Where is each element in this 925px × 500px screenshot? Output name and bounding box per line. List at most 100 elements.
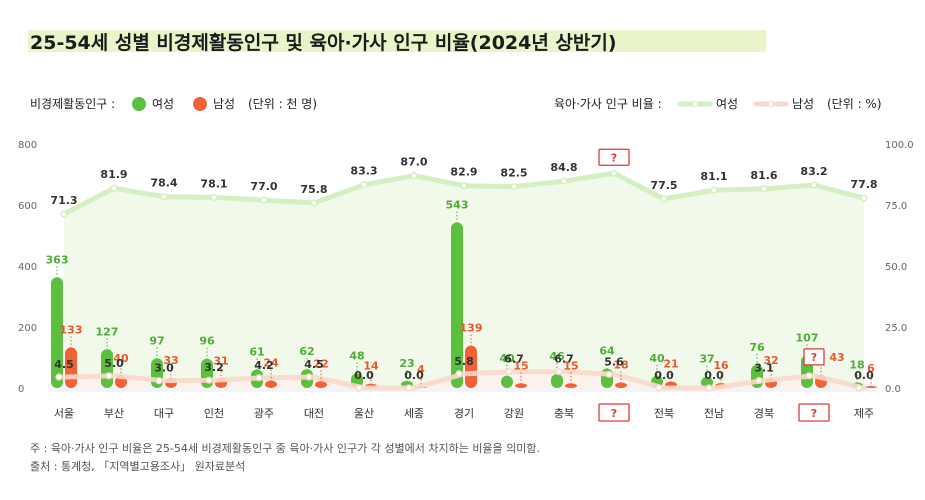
female-bar-label: 23 <box>399 357 414 370</box>
female-ratio-point <box>160 193 168 201</box>
left-axis-tick: 800 <box>18 140 37 151</box>
left-axis-tick: 600 <box>18 201 37 212</box>
female-ratio-label: 81.9 <box>100 168 127 181</box>
bar-male <box>465 345 477 388</box>
male-bar-label: 33 <box>163 354 178 367</box>
bar-female <box>51 277 63 388</box>
male-ratio-point <box>555 368 563 376</box>
plot-area: 800 600 400 200 0 100.0 75.0 50.0 25.0 0.0 363 133 1… <box>18 140 914 422</box>
female-bar-label: 107 <box>796 331 819 344</box>
male-ratio-point <box>605 370 613 378</box>
female-ratio-point <box>560 177 568 185</box>
unknown-box <box>798 403 830 422</box>
female-ratio-label: 82.9 <box>450 166 477 179</box>
male-bar-label: 21 <box>663 358 678 371</box>
female-ratio-point <box>310 199 318 207</box>
category-label: 충북 <box>554 407 574 420</box>
category-label: 울산 <box>354 407 374 420</box>
male-ratio-point <box>105 372 113 380</box>
female-bar-label: 40 <box>499 352 515 365</box>
male-ratio-point <box>155 377 163 385</box>
male-bar-label: 22 <box>313 357 328 370</box>
female-ratio-point <box>710 186 718 194</box>
female-bar-label: 127 <box>96 325 119 338</box>
left-axis-tick: 0 <box>18 384 24 395</box>
male-bar-label: 16 <box>713 359 729 372</box>
unknown-box <box>598 403 630 422</box>
line-legend-label: 육아·가사 인구 비율 : <box>554 97 662 111</box>
female-ratio-label: 71.3 <box>50 194 77 207</box>
female-ratio-point <box>610 169 618 177</box>
male-ratio-point <box>455 370 463 378</box>
legend-female-line-dot <box>691 100 699 108</box>
male-ratio-point <box>305 373 313 381</box>
bar-legend-label: 비경제활동인구 : <box>30 97 115 111</box>
category-label: 인천 <box>204 406 224 420</box>
female-ratio-label: 78.1 <box>200 177 227 190</box>
female-ratio-label: 81.1 <box>700 170 727 183</box>
female-bar-label: 76 <box>749 341 765 354</box>
female-ratio-point <box>660 195 668 203</box>
female-ratio-point <box>60 210 68 218</box>
legend-male-line-text: 남성 <box>792 97 814 111</box>
male-bar-label: 43 <box>829 351 844 364</box>
male-ratio-label: 0.0 <box>354 369 374 382</box>
category-label: 전북 <box>654 407 674 420</box>
category-label: 세종 <box>404 407 424 420</box>
female-bar-label: 363 <box>46 253 69 266</box>
male-ratio-label: 5.0 <box>104 357 124 370</box>
female-ratio-point <box>110 184 118 192</box>
male-ratio-label: 0.0 <box>854 369 874 382</box>
male-bar-label-unknown: ? <box>811 351 817 364</box>
female-bar-label: 62 <box>299 345 314 358</box>
male-ratio-label: 5.6 <box>604 355 624 368</box>
legend-female-bar-text: 여성 <box>152 97 174 111</box>
footnote-note: 주 : 육아·가사 인구 비율은 25-54세 비경제활동인구 중 육아·가사 … <box>30 441 540 455</box>
right-axis-tick: 100.0 <box>885 140 914 151</box>
female-ratio-point <box>460 182 468 190</box>
right-axis-tick: 0.0 <box>885 384 901 395</box>
male-ratio-point <box>255 374 263 382</box>
legend-female-bar-swatch <box>132 97 146 111</box>
female-ratio-point <box>210 193 218 202</box>
female-bar-label: 37 <box>699 353 714 366</box>
female-ratio-label: 75.8 <box>300 183 327 196</box>
category-label: 전남 <box>704 407 724 420</box>
female-ratio-point <box>360 181 368 189</box>
male-ratio-point <box>55 373 63 381</box>
legend-female-line-text: 여성 <box>716 97 738 111</box>
bar-male <box>615 382 627 388</box>
category-label: 경기 <box>454 407 474 420</box>
male-bar-label: 6 <box>867 362 875 375</box>
female-ratio-point <box>410 172 418 180</box>
legend-male-bar-text: 남성 <box>213 97 235 111</box>
male-ratio-point <box>205 376 213 384</box>
left-axis-tick: 400 <box>18 262 37 273</box>
female-ratio-label: 83.3 <box>350 165 377 178</box>
bar-female <box>501 375 513 388</box>
male-bar-label: 14 <box>363 360 379 373</box>
male-bar-label: 32 <box>763 354 778 367</box>
female-ratio-point <box>260 196 268 204</box>
male-ratio-label: 0.0 <box>704 369 724 382</box>
male-bar-label: 139 <box>460 322 483 335</box>
category-label: 대구 <box>154 407 174 420</box>
category-label: 대전 <box>304 407 324 420</box>
category-label-unknown: ? <box>611 407 617 420</box>
female-bar-label: 96 <box>199 335 215 348</box>
female-bar-label: 61 <box>249 345 264 358</box>
female-ratio-area <box>64 173 864 388</box>
unknown-box <box>598 148 630 166</box>
female-ratio-point <box>510 183 518 191</box>
female-ratio-label: 77.8 <box>850 178 877 191</box>
male-ratio-point <box>755 376 763 385</box>
female-ratio-point <box>860 194 868 202</box>
female-ratio-label: 82.5 <box>500 167 527 180</box>
bar-male <box>865 386 877 388</box>
female-ratio-point <box>810 181 818 189</box>
footnote-source: 출처 : 통계청, 「지역별고용조사」 원자료분석 <box>30 460 245 473</box>
female-bar-label: 543 <box>446 198 469 211</box>
bar-unit-label: (단위 : 천 명) <box>248 96 317 111</box>
male-ratio-point <box>805 372 813 380</box>
right-axis-tick: 25.0 <box>885 323 907 334</box>
